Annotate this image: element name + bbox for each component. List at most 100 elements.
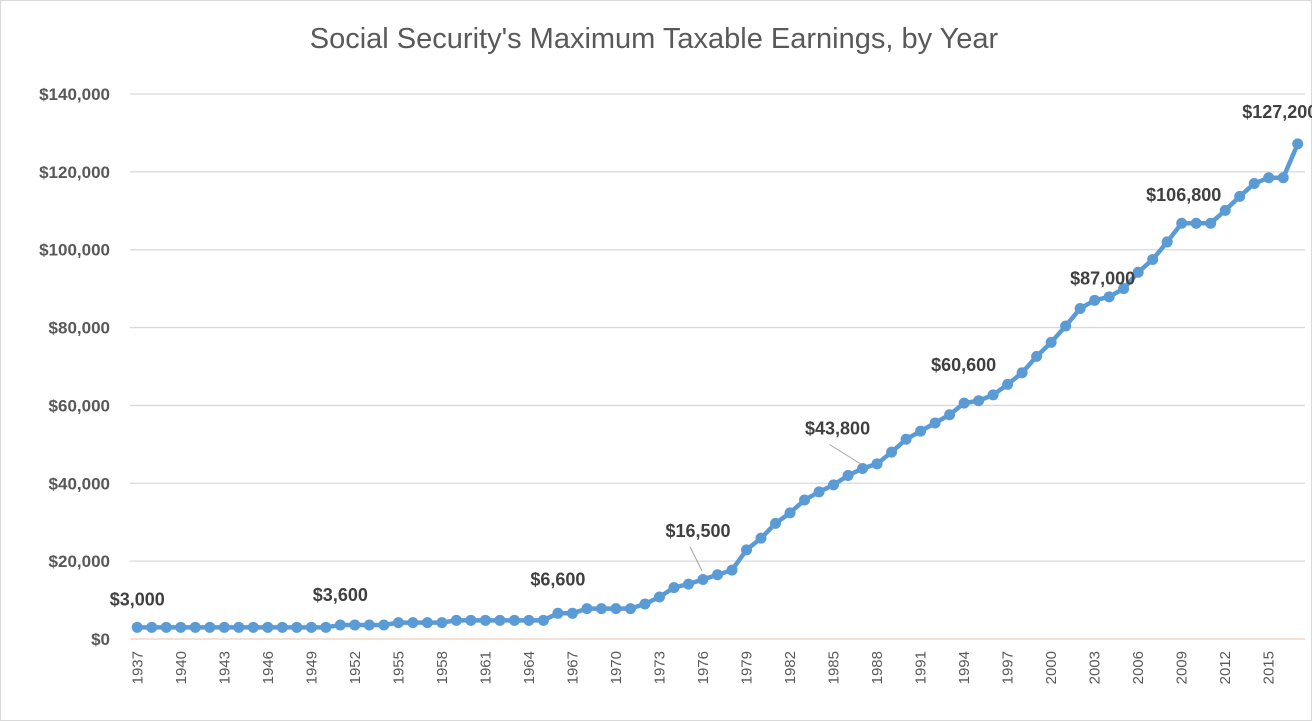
y-tick-label: $120,000	[39, 163, 110, 182]
data-point	[189, 621, 201, 633]
data-point	[1089, 294, 1101, 306]
data-labels: $3,000 $3,600 $6,600 $16,500 $43,800 $60,600 $…	[110, 102, 1312, 609]
x-tick-label: 1991	[913, 651, 930, 684]
data-point	[392, 617, 404, 629]
chart-title: Social Security's Maximum Taxable Earnin…	[310, 23, 999, 55]
x-tick-label: 1949	[303, 651, 320, 684]
data-point	[233, 621, 245, 633]
data-point	[741, 544, 753, 556]
data-point	[1205, 217, 1217, 229]
x-tick-label: 2000	[1043, 651, 1060, 684]
data-point	[958, 397, 970, 409]
data-point	[726, 564, 738, 576]
data-point	[566, 607, 578, 619]
data-point	[1161, 236, 1173, 248]
data-point	[479, 614, 491, 626]
x-tick-label: 1970	[608, 651, 625, 684]
data-point	[624, 603, 636, 615]
x-axis-ticks: 1937 1940 1943 1946 1949 1952 1955 1958 1961 1964…	[129, 651, 1277, 684]
data-point	[828, 479, 840, 491]
x-tick-label: 1943	[216, 651, 233, 684]
series-layer	[131, 138, 1304, 633]
y-tick-label: $140,000	[39, 85, 110, 104]
data-label: $6,600	[530, 569, 585, 589]
data-point	[1292, 138, 1304, 150]
x-tick-label: 2015	[1261, 651, 1278, 684]
data-point	[436, 617, 448, 629]
data-point	[682, 578, 694, 590]
data-point	[334, 619, 346, 631]
data-label: $127,200	[1242, 102, 1312, 122]
data-point	[842, 470, 854, 481]
data-point	[900, 433, 912, 445]
data-label: $16,500	[665, 521, 730, 541]
data-point	[1132, 266, 1144, 278]
data-point	[291, 621, 303, 633]
x-tick-label: 1937	[129, 651, 146, 684]
data-point	[1219, 204, 1231, 216]
data-point	[987, 389, 999, 401]
x-tick-label: 1955	[390, 651, 407, 684]
data-point	[320, 621, 332, 633]
data-point	[871, 458, 883, 470]
data-point	[639, 598, 651, 610]
data-point	[1118, 283, 1130, 295]
label-leader-line	[689, 546, 703, 571]
y-tick-label: $60,000	[49, 396, 110, 415]
data-point	[973, 395, 985, 407]
gridlines	[130, 93, 1305, 640]
data-point	[508, 614, 520, 626]
data-point	[131, 621, 143, 633]
data-point	[276, 621, 288, 633]
x-tick-label: 1961	[477, 651, 494, 684]
series-line	[135, 141, 1300, 630]
data-point	[886, 446, 898, 458]
label-leader-line	[829, 444, 862, 465]
data-point	[929, 417, 941, 429]
data-point	[1074, 302, 1086, 314]
data-point	[1176, 217, 1188, 229]
data-point	[407, 617, 419, 629]
data-point	[450, 614, 462, 626]
data-point	[378, 619, 390, 631]
data-label: $106,800	[1146, 185, 1221, 205]
x-tick-label: 1976	[695, 651, 712, 684]
data-point	[813, 486, 825, 498]
x-tick-label: 2006	[1130, 651, 1147, 684]
x-tick-label: 1988	[869, 651, 886, 684]
data-point	[770, 517, 782, 529]
data-point	[610, 603, 622, 615]
y-axis-ticks: $0 $20,000 $40,000 $60,000 $80,000 $100,000 $1…	[39, 85, 110, 649]
data-label: $43,800	[805, 418, 870, 438]
data-point	[146, 621, 158, 633]
x-tick-label: 1952	[347, 651, 364, 684]
data-point	[421, 617, 433, 629]
y-tick-label: $40,000	[49, 474, 110, 493]
data-label: $3,000	[110, 589, 165, 609]
x-tick-label: 2009	[1174, 651, 1191, 684]
x-tick-label: 1964	[521, 651, 538, 684]
data-point	[247, 621, 259, 633]
x-tick-label: 1946	[260, 651, 277, 684]
data-point	[944, 409, 956, 421]
data-point	[218, 621, 230, 633]
data-point	[1103, 291, 1115, 303]
y-tick-label: $20,000	[49, 552, 110, 571]
data-point	[262, 621, 274, 633]
data-point	[363, 619, 375, 631]
data-point	[668, 582, 680, 594]
x-tick-label: 2003	[1087, 651, 1104, 684]
x-tick-label: 1985	[826, 651, 843, 684]
data-point	[915, 425, 927, 437]
x-tick-label: 1979	[739, 651, 756, 684]
data-point	[1016, 367, 1028, 379]
x-tick-label: 1982	[782, 651, 799, 684]
data-point	[595, 603, 607, 615]
data-point	[755, 532, 767, 544]
x-tick-label: 1973	[651, 651, 668, 684]
data-point	[1263, 172, 1275, 184]
data-point	[784, 507, 796, 519]
x-tick-label: 1967	[564, 651, 581, 684]
data-point	[175, 621, 187, 633]
